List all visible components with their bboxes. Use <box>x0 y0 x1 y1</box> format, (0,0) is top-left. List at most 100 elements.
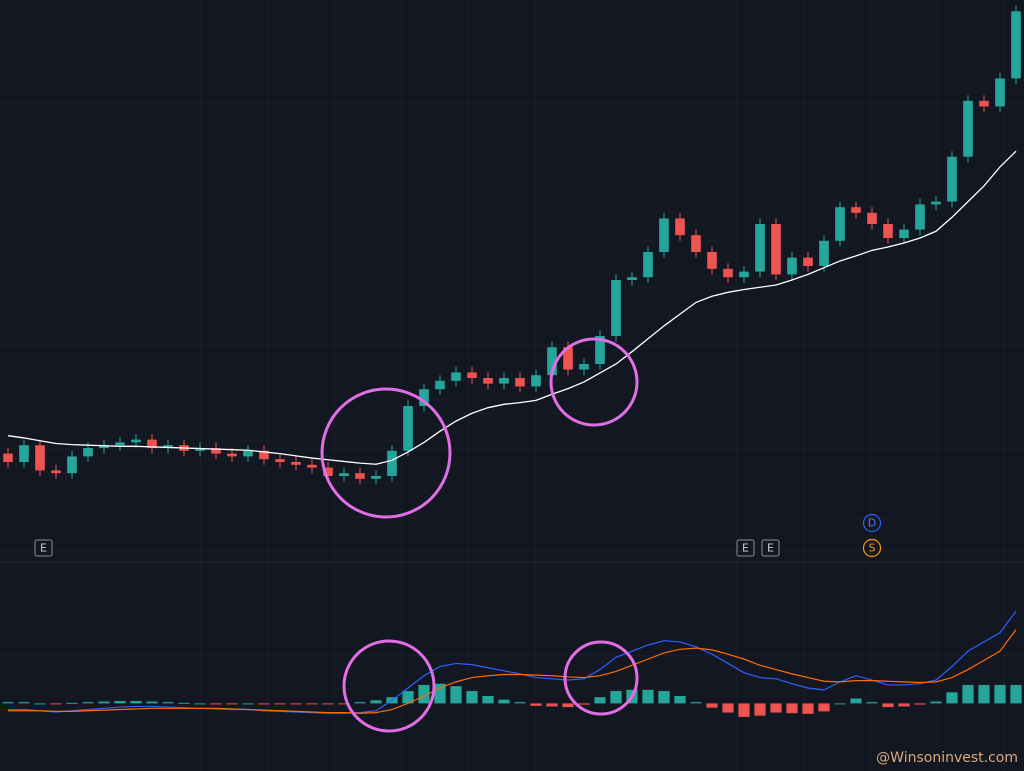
macd-line <box>8 610 1017 714</box>
badge[interactable]: D <box>868 517 876 530</box>
candle-body <box>67 456 77 474</box>
histogram-bar <box>338 703 350 705</box>
candle-body <box>803 257 813 266</box>
candle-body <box>291 462 301 465</box>
candle-body <box>659 218 669 252</box>
candle-body <box>51 470 61 474</box>
histogram-bar <box>562 703 574 708</box>
candle-body <box>259 450 269 460</box>
highlight-circle <box>342 639 436 733</box>
histogram-bar <box>1010 684 1022 704</box>
candle-body <box>35 445 45 471</box>
candle-body <box>739 271 749 278</box>
histogram-bar <box>866 702 878 704</box>
candle-body <box>723 268 733 278</box>
histogram-bar <box>82 702 94 704</box>
candle-body <box>227 453 237 457</box>
histogram-bar <box>786 703 798 714</box>
histogram-bar <box>162 702 174 704</box>
histogram-bar <box>754 703 766 716</box>
histogram-bar <box>530 703 542 706</box>
candle-body <box>595 336 605 364</box>
moving-average <box>7 150 1017 465</box>
histogram-bar <box>370 700 382 704</box>
histogram-bar <box>50 703 62 705</box>
candle-body <box>707 252 717 269</box>
histogram-bar <box>994 684 1006 704</box>
histogram-bar <box>546 703 558 707</box>
candle-body <box>99 445 109 448</box>
histogram-bar <box>690 702 702 704</box>
annotations <box>320 337 639 733</box>
candle-body <box>787 257 797 275</box>
histogram-bar <box>594 697 606 704</box>
histogram-bar <box>194 703 206 705</box>
candle-body <box>323 467 333 476</box>
candle-body <box>483 378 493 384</box>
histogram-bar <box>242 703 254 705</box>
marker[interactable]: E <box>742 542 749 555</box>
histogram-bar <box>482 696 494 704</box>
candle-body <box>211 448 221 454</box>
event-markers: E E E D S <box>34 513 882 558</box>
highlight-circle <box>563 640 639 716</box>
histogram-bar <box>770 703 782 713</box>
candle-body <box>947 156 957 202</box>
candle-body <box>403 406 413 451</box>
candle-body <box>83 448 93 457</box>
candle-body <box>147 439 157 448</box>
histogram-bar <box>962 684 974 704</box>
histogram-bar <box>722 703 734 713</box>
candle-body <box>355 473 365 479</box>
candle-body <box>579 364 589 370</box>
candle-body <box>867 212 877 224</box>
histogram-bar <box>402 691 414 704</box>
histogram-bar <box>578 703 590 705</box>
candle-body <box>275 459 285 462</box>
candle-body <box>755 224 765 272</box>
marker-box <box>761 539 780 557</box>
marker[interactable]: E <box>767 542 774 555</box>
candle-body <box>963 100 973 157</box>
histogram-bar <box>466 691 478 704</box>
histogram-bar <box>514 702 526 704</box>
histogram-bar <box>226 703 238 705</box>
histogram-bar <box>290 703 302 705</box>
candle-body <box>467 372 477 378</box>
candle-body <box>835 207 845 241</box>
candle-body <box>851 207 861 213</box>
histogram-bar <box>498 699 510 704</box>
candle-body <box>691 235 701 252</box>
histogram-bar <box>834 703 846 705</box>
plot <box>2 5 1022 717</box>
badge-circle <box>862 538 882 558</box>
highlight-circle <box>549 337 639 427</box>
histogram-bar <box>930 701 942 704</box>
candle-body <box>547 347 557 376</box>
marker-box <box>34 539 53 557</box>
candle-body <box>995 78 1005 107</box>
histogram-bar <box>306 703 318 705</box>
candle-body <box>899 229 909 238</box>
candle-body <box>419 389 429 406</box>
histogram-bar <box>818 703 830 712</box>
candle-body <box>387 450 397 476</box>
candle-body <box>563 347 573 370</box>
candle-body <box>435 380 445 390</box>
histogram-bar <box>658 691 670 704</box>
candle-body <box>883 224 893 238</box>
candle-body <box>1011 11 1021 79</box>
histogram-bar <box>674 696 686 704</box>
candle-body <box>931 201 941 205</box>
histogram-bar <box>418 684 430 704</box>
histogram-bar <box>18 702 30 704</box>
badge[interactable]: S <box>869 542 876 555</box>
candle-body <box>675 218 685 236</box>
histogram-bar <box>146 701 158 704</box>
candle-body <box>451 372 461 381</box>
candle-body <box>195 448 205 451</box>
marker[interactable]: E <box>40 542 47 555</box>
histogram-bar <box>610 691 622 704</box>
